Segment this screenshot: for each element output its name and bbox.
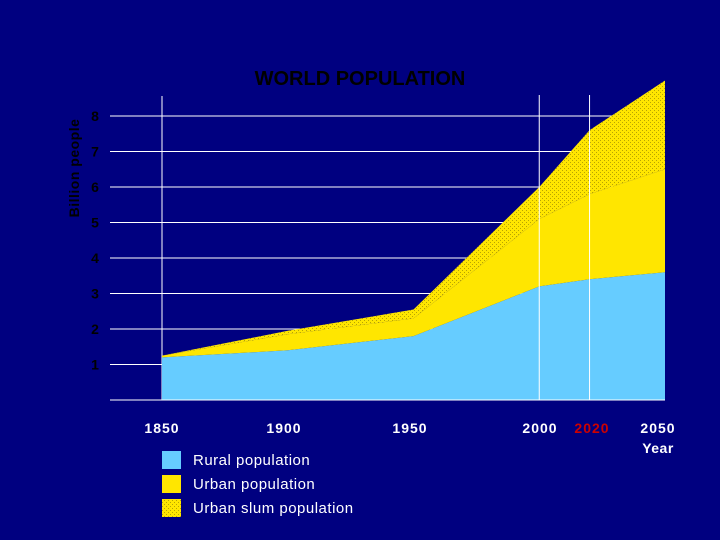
x-axis-unit-label: Year — [642, 440, 674, 456]
y-tick-4: 4 — [91, 250, 99, 266]
legend-label-2: Urban population — [193, 476, 315, 493]
x-tick-1850: 1850 — [144, 420, 179, 436]
x-tick-2000: 2000 — [522, 420, 557, 436]
y-tick-1: 1 — [91, 357, 99, 373]
y-tick-7: 7 — [91, 144, 99, 160]
y-tick-labels: 1 2 3 4 5 6 7 8 — [91, 108, 99, 373]
y-tick-2: 2 — [91, 321, 99, 337]
area-urban-population — [162, 169, 665, 358]
x-tick-1900: 1900 — [266, 420, 301, 436]
legend-swatch-2 — [162, 475, 181, 493]
y-tick-8: 8 — [91, 108, 99, 124]
legend-swatch-3 — [162, 499, 181, 517]
x-tick-2050: 2050 — [640, 420, 675, 436]
x-tick-1950: 1950 — [392, 420, 427, 436]
y-axis-label: Billion people — [66, 119, 82, 218]
x-tick-labels: 1850 1900 1950 2000 2020 2050 — [144, 420, 675, 436]
legend: Rural population Urban population Urban sl… — [162, 451, 354, 517]
legend-label-3: Urban slum population — [193, 500, 354, 517]
y-tick-3: 3 — [91, 286, 99, 302]
legend-label-1: Rural population — [193, 452, 310, 469]
vertical-gridlines — [110, 95, 665, 401]
y-tick-6: 6 — [91, 179, 99, 195]
y-tick-5: 5 — [91, 215, 99, 231]
legend-swatch-1 — [162, 451, 181, 469]
chart-title: WORLD POPULATION — [255, 68, 466, 90]
x-tick-2020: 2020 — [574, 420, 609, 436]
